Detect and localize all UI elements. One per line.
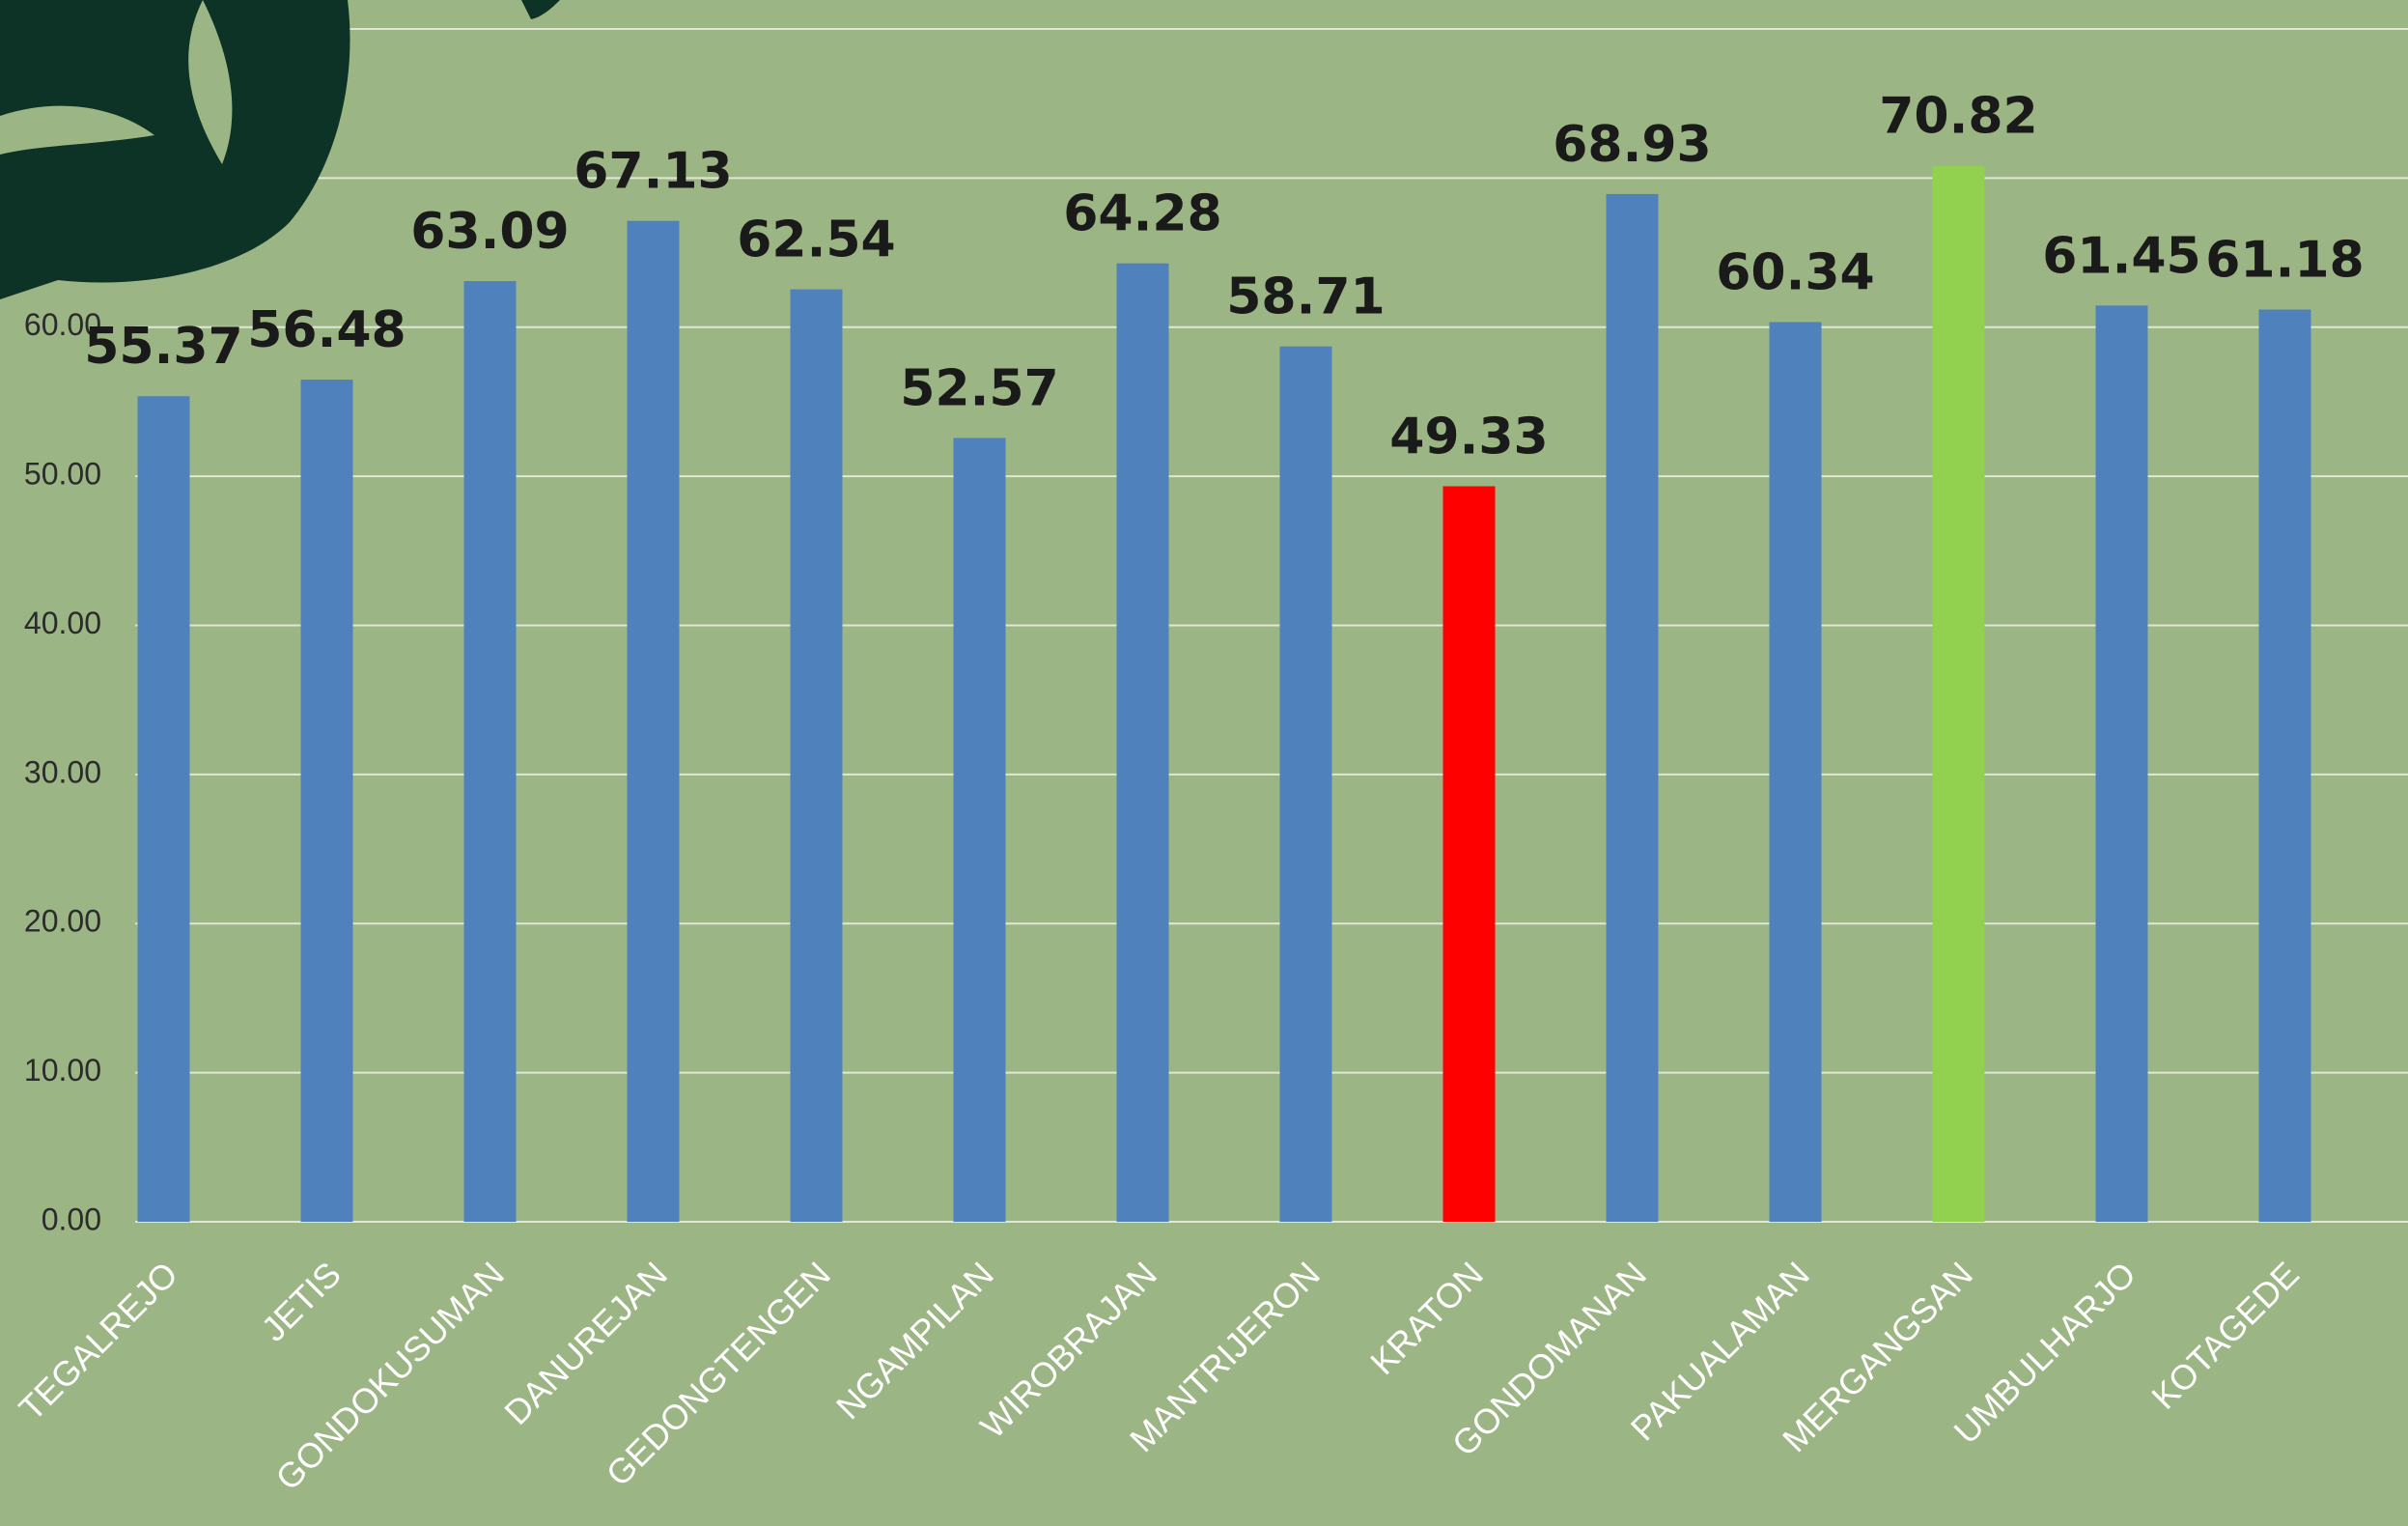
bar bbox=[627, 220, 680, 1222]
bar bbox=[2258, 309, 2311, 1222]
bar bbox=[1606, 193, 1659, 1223]
value-label: 52.57 bbox=[900, 359, 1058, 417]
value-label: 55.37 bbox=[84, 318, 242, 376]
value-label: 64.28 bbox=[1063, 185, 1221, 243]
bar bbox=[300, 380, 353, 1223]
value-label: 62.54 bbox=[737, 212, 895, 269]
bar bbox=[1769, 322, 1822, 1223]
y-tick-label: 40.00 bbox=[24, 606, 101, 640]
bar bbox=[1442, 486, 1496, 1222]
value-label: 60.34 bbox=[1716, 244, 1874, 302]
bar bbox=[1279, 346, 1332, 1222]
bar bbox=[463, 281, 517, 1223]
bar bbox=[790, 289, 843, 1222]
y-tick-label: 10.00 bbox=[24, 1053, 101, 1088]
value-label: 68.93 bbox=[1553, 116, 1711, 174]
value-label: 70.82 bbox=[1879, 88, 2037, 146]
y-tick-label: 30.00 bbox=[24, 754, 101, 789]
value-label: 49.33 bbox=[1389, 408, 1548, 466]
value-label: 67.13 bbox=[574, 143, 732, 201]
value-label: 58.71 bbox=[1226, 268, 1385, 326]
y-tick-label: 50.00 bbox=[24, 457, 101, 492]
value-label: 56.48 bbox=[247, 301, 406, 359]
bar bbox=[2095, 305, 2148, 1223]
bar bbox=[137, 396, 190, 1223]
value-label: 63.09 bbox=[410, 203, 569, 261]
leaf-decoration bbox=[0, 0, 560, 299]
y-tick-label: 0.00 bbox=[42, 1201, 101, 1236]
bar bbox=[1116, 263, 1169, 1222]
bar bbox=[953, 438, 1006, 1222]
value-label: 61.18 bbox=[2205, 232, 2364, 290]
y-tick-label: 20.00 bbox=[24, 904, 101, 939]
bar bbox=[1932, 165, 1985, 1222]
y-tick-label: 60.00 bbox=[24, 307, 101, 342]
value-label: 61.45 bbox=[2042, 227, 2200, 285]
